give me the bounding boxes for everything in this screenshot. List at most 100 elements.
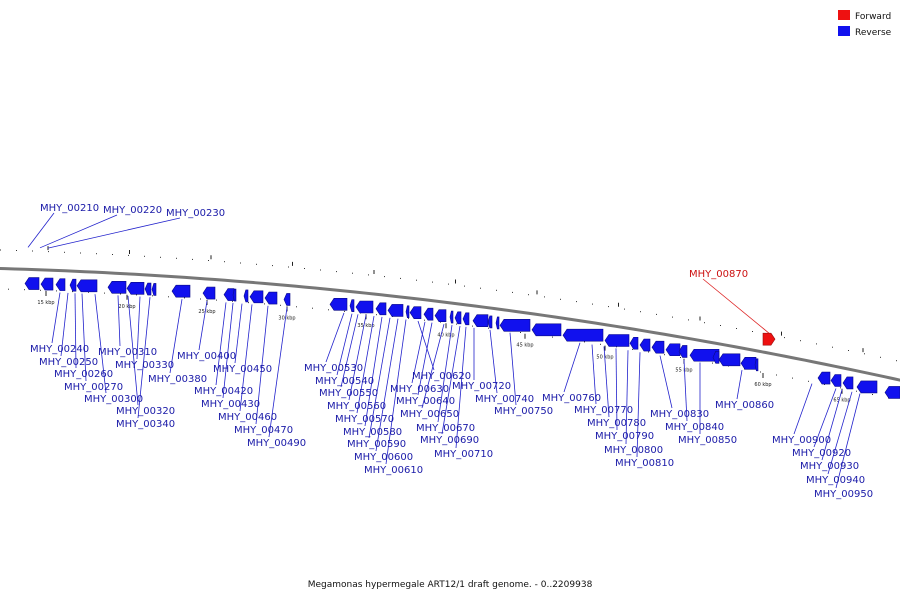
gene-label: MHY_00770 (574, 405, 633, 416)
gene-leader-line (117, 295, 121, 347)
ruler-dot-upper (560, 298, 561, 300)
ruler-dot-lower (56, 290, 57, 292)
ruler-dot-lower (760, 371, 761, 373)
ruler-dot-upper (432, 281, 433, 283)
gene-leader-line (27, 212, 55, 248)
ruler-dot-upper (272, 265, 273, 267)
gene-leader-line (813, 388, 837, 448)
gene-leader-line (368, 317, 391, 439)
gene-glyph (349, 299, 355, 313)
gene-glyph (375, 302, 387, 316)
ruler-dot-upper (512, 291, 513, 293)
tick-label: 15 kbp (37, 300, 54, 306)
ruler-dot-lower (120, 293, 121, 295)
ruler-dot-lower (632, 348, 633, 350)
gene-label: MHY_00710 (434, 449, 493, 460)
gene-label: MHY_00300 (84, 394, 143, 405)
gene-label: MHY_00940 (806, 475, 865, 486)
gene-leader-line (198, 300, 208, 351)
gene-leader-line (793, 383, 813, 435)
gene-label: MHY_00530 (304, 363, 363, 374)
ruler-dot-upper (688, 319, 689, 321)
legend-forward-label: Forward (855, 12, 891, 22)
ruler-dot-lower (88, 291, 89, 293)
ruler-dot-lower (824, 384, 825, 385)
gene-label: MHY_00270 (64, 382, 123, 393)
gene-leader-line (215, 302, 227, 386)
gene-leader-line (137, 297, 151, 419)
ruler-dot-lower (712, 362, 713, 364)
ruler-dot-upper (144, 255, 145, 257)
ruler-dot-upper (240, 262, 241, 264)
ruler-dot-lower (424, 319, 425, 321)
gene-label: MHY_00210 (40, 203, 99, 214)
gene-glyph (830, 374, 842, 387)
gene-label: MHY_00550 (319, 388, 378, 399)
tick-label: 40 kbp (437, 332, 454, 338)
gene-label: MHY_00240 (30, 344, 89, 355)
gene-label: MHY_00260 (54, 369, 113, 380)
gene-glyph (531, 323, 562, 337)
gene-label: MHY_00780 (587, 418, 646, 429)
gene-leader-line (375, 318, 399, 452)
gene-label: MHY_00250 (39, 357, 98, 368)
gene-glyph (639, 338, 651, 352)
gene-glyph (409, 306, 422, 319)
tick-label: 20 kbp (118, 304, 135, 310)
gene-leader-line (591, 344, 597, 405)
gene-label: MHY_00840 (665, 422, 724, 433)
ruler-dot-upper (224, 261, 225, 263)
gene-label: MHY_00860 (715, 400, 774, 411)
gene-layer (24, 277, 900, 399)
gene-glyph (76, 279, 98, 293)
gene-glyph (495, 316, 500, 330)
gene-leader-line (39, 214, 118, 249)
gene-label: MHY_00560 (327, 401, 386, 412)
gene-label: MHY_00450 (213, 364, 272, 375)
ruler-dot-lower (264, 303, 265, 305)
gene-glyph (243, 289, 249, 303)
gene-leader-line (136, 296, 141, 360)
gene-label: MHY_00230 (166, 208, 225, 219)
gene-label: MHY_00630 (390, 384, 449, 395)
ruler-dot-upper (832, 346, 833, 348)
ruler-dot-lower (168, 296, 169, 298)
ruler-dot-upper (304, 268, 305, 269)
gene-leader-line (356, 315, 375, 414)
gene-label: MHY_00380 (148, 374, 207, 385)
ruler-dot-lower (664, 354, 665, 356)
ruler-dot-upper (368, 274, 369, 276)
ruler-dot-upper (448, 283, 449, 285)
gene-label: MHY_00800 (604, 445, 663, 456)
gene-glyph (126, 282, 145, 295)
gene-glyph (107, 280, 127, 294)
gene-label: MHY_00490 (247, 438, 306, 449)
gene-leader-line (821, 389, 843, 461)
ruler-dot-lower (344, 310, 345, 312)
ruler-dot-upper (624, 308, 625, 310)
gene-glyph (264, 291, 278, 305)
gene-label: MHY_00580 (343, 427, 402, 438)
ruler-dot-upper (400, 277, 401, 279)
legend-forward-swatch (838, 10, 850, 20)
ruler-dot-lower (280, 304, 281, 306)
gene-glyph (718, 353, 741, 367)
gene-glyph (434, 309, 447, 322)
gene-glyph (462, 312, 470, 326)
gene-label: MHY_00590 (347, 439, 406, 450)
gene-leader-line (47, 217, 181, 249)
gene-glyph (24, 277, 40, 290)
gene-glyph (856, 380, 878, 394)
gene-glyph (740, 356, 757, 370)
gene-leader-line (81, 293, 87, 382)
tick-label: 60 kbp (754, 382, 771, 388)
gene-glyph (283, 293, 291, 306)
ruler-dot-lower (136, 294, 137, 296)
ruler-dot-lower (840, 387, 841, 389)
gene-glyph (712, 351, 720, 364)
gene-glyph (678, 345, 688, 358)
gene-glyph (249, 290, 264, 304)
ruler-dot-lower (456, 323, 457, 325)
gene-glyph (69, 278, 77, 292)
